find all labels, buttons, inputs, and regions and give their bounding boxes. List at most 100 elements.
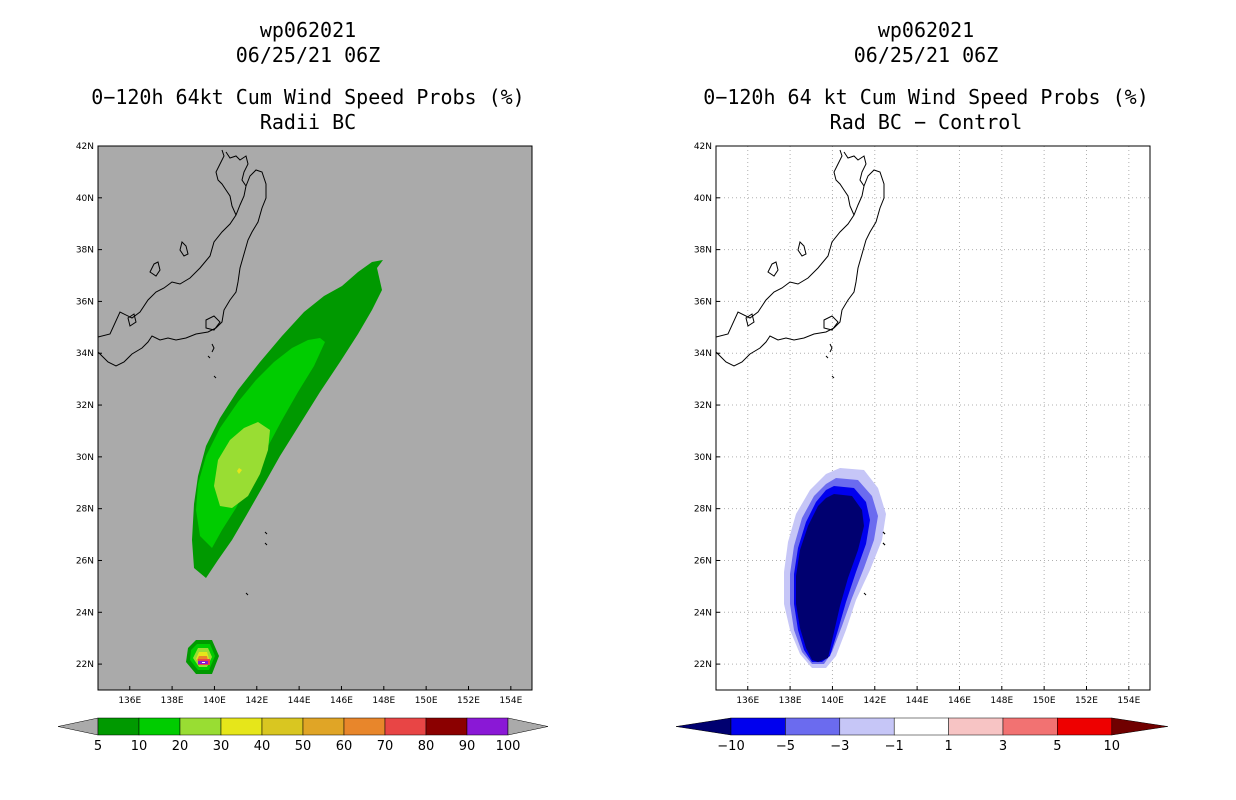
left-lat-label: 26N (76, 556, 94, 566)
left-lon-label: 148E (372, 696, 395, 706)
left-colorbar-label: 50 (295, 739, 312, 754)
left-colorbar-swatch (302, 717, 345, 736)
left-lat-label: 38N (76, 246, 94, 256)
right-lon-label: 150E (1033, 696, 1056, 706)
right-colorbar-swatch (1057, 717, 1113, 736)
prob-contour-30-center (237, 468, 242, 474)
right-lat-label: 42N (694, 142, 712, 152)
right-colorbar-label: 5 (1053, 739, 1061, 754)
right-lat-label: 36N (694, 297, 712, 307)
left-lon-label: 144E (288, 696, 311, 706)
left-lat-label: 24N (76, 608, 94, 618)
left-colorbar-label: 100 (496, 739, 521, 754)
right-colorbar-label: 1 (944, 739, 952, 754)
left-lon-label: 152E (457, 696, 480, 706)
left-colorbar-swatch (466, 717, 509, 736)
left-colorbar-label: 80 (418, 739, 435, 754)
left-title-block: wp062021 06/25/21 06Z 0−120h 64kt Cum Wi… (58, 18, 558, 135)
left-colorbar-swatch (138, 717, 181, 736)
right-lat-label: 40N (694, 194, 712, 204)
right-colorbar-swatch (948, 717, 1004, 736)
left-subtitle: Radii BC (259, 110, 357, 134)
left-lat-axis: 42N 40N 38N 36N 34N 32N 30N 28N 26N 24N 22N (76, 142, 102, 670)
right-colorbar-low-arrow (675, 717, 732, 736)
right-colorbar-label: 10 (1104, 739, 1121, 754)
right-lat-label: 28N (694, 505, 712, 515)
right-lon-label: 152E (1075, 696, 1098, 706)
left-colorbar-swatch (261, 717, 304, 736)
right-lon-label: 136E (736, 696, 759, 706)
left-product-title: 0−120h 64kt Cum Wind Speed Probs (%) (91, 85, 525, 109)
left-colorbar-swatch (384, 717, 427, 736)
right-colorbar-high-arrow (1111, 717, 1168, 736)
right-map-frame (715, 145, 1151, 691)
left-colorbar-low-arrow (57, 717, 99, 736)
right-lon-label: 154E (1117, 696, 1140, 706)
right-lat-label: 26N (694, 556, 712, 566)
right-title-block: wp062021 06/25/21 06Z 0−120h 64 kt Cum W… (676, 18, 1176, 135)
left-colorbar-label: 5 (94, 739, 102, 754)
left-colorbar-high-arrow (507, 717, 549, 736)
right-lon-label: 142E (863, 696, 886, 706)
right-lon-label: 146E (948, 696, 971, 706)
left-storm-id: wp062021 (259, 18, 357, 42)
right-lat-axis: 42N 40N 38N 36N 34N 32N 30N 28N 26N 24N 22N (694, 142, 720, 670)
right-lat-label: 22N (694, 660, 712, 670)
right-map-background (716, 146, 1150, 690)
left-lon-label: 136E (118, 696, 141, 706)
prob-contour-20 (214, 422, 270, 508)
right-lon-axis: 136E 138E 140E 142E 144E 146E 148E 150E 152E 154E (736, 686, 1141, 706)
right-colorbar-swatch (893, 717, 949, 736)
right-lon-label: 144E (906, 696, 929, 706)
right-colorbar-label: −1 (885, 739, 904, 754)
left-lon-label: 140E (203, 696, 226, 706)
left-colorbar-label: 10 (131, 739, 148, 754)
left-map-frame (97, 145, 533, 691)
right-datetime: 06/25/21 06Z (853, 43, 999, 67)
left-lon-axis: 136E 138E 140E 142E 144E 146E 148E 150E 152E 154E (118, 686, 523, 706)
left-lat-label: 36N (76, 297, 94, 307)
left-colorbar-label: 70 (377, 739, 394, 754)
right-colorbar-swatch (839, 717, 895, 736)
left-lon-label: 142E (245, 696, 268, 706)
left-datetime: 06/25/21 06Z (235, 43, 381, 67)
right-lat-label: 32N (694, 401, 712, 411)
right-product-title: 0−120h 64 kt Cum Wind Speed Probs (%) (703, 85, 1149, 109)
left-lon-label: 138E (161, 696, 184, 706)
left-colorbar-label: 40 (254, 739, 271, 754)
prob-hotspot-22n (186, 640, 219, 674)
right-colorbar-label: −5 (776, 739, 795, 754)
right-colorbar-label: 3 (999, 739, 1007, 754)
left-colorbar-swatch (97, 717, 140, 736)
right-colorbar-swatch (1002, 717, 1058, 736)
left-lat-label: 22N (76, 660, 94, 670)
left-lat-label: 32N (76, 401, 94, 411)
right-lon-label: 140E (821, 696, 844, 706)
right-lat-label: 24N (694, 608, 712, 618)
right-colorbar-label: −3 (830, 739, 849, 754)
left-lat-label: 34N (76, 349, 94, 359)
left-lat-label: 30N (76, 453, 94, 463)
left-colorbar-swatch (179, 717, 222, 736)
diff-contour-minus-10 (796, 494, 864, 662)
left-colorbar-label: 20 (172, 739, 189, 754)
left-lon-label: 146E (330, 696, 353, 706)
left-lat-label: 28N (76, 505, 94, 515)
left-map-background (98, 146, 532, 690)
right-lon-label: 138E (779, 696, 802, 706)
right-lon-label: 148E (990, 696, 1013, 706)
left-colorbar-label: 90 (459, 739, 476, 754)
left-lon-label: 154E (499, 696, 522, 706)
left-colorbar-swatch (343, 717, 386, 736)
right-subtitle: Rad BC − Control (829, 110, 1023, 134)
left-colorbar: 5 10 20 30 40 50 60 70 80 90 100 (57, 717, 549, 754)
right-storm-id: wp062021 (877, 18, 975, 42)
left-lat-label: 42N (76, 142, 94, 152)
right-colorbar-swatch (730, 717, 786, 736)
right-colorbar-swatch (785, 717, 841, 736)
right-lat-label: 38N (694, 246, 712, 256)
right-colorbar: −10 −5 −3 −1 1 3 5 10 (675, 717, 1168, 754)
